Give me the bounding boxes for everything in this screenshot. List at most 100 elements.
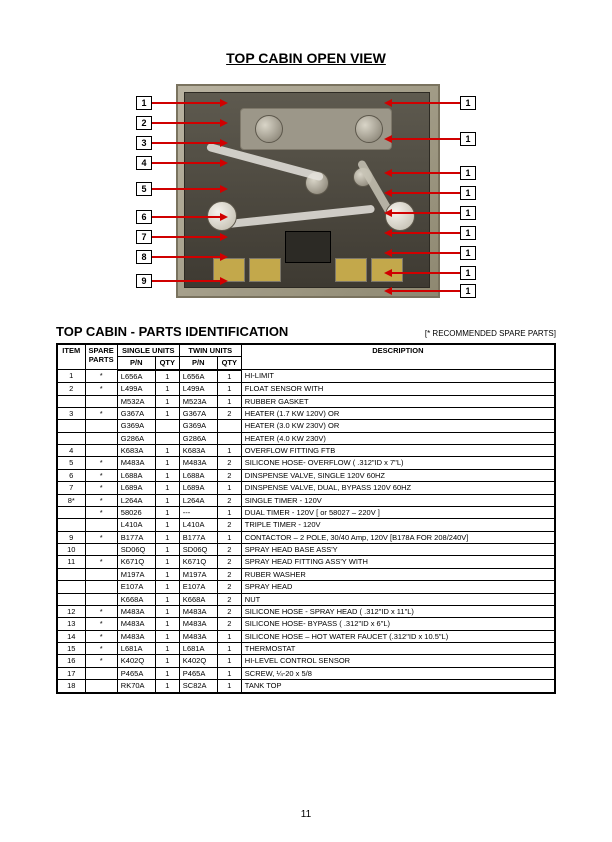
table-cell [85,445,117,457]
table-cell: 2 [217,407,241,419]
table-cell: 1 [155,568,179,580]
table-cell: 5 [57,457,85,469]
table-cell: CONTACTOR – 2 POLE, 30/40 Amp, 120V [B17… [241,531,555,543]
table-cell: 3 [57,407,85,419]
callout-right: 1 [390,186,476,200]
table-cell: * [85,407,117,419]
callout-right: 1 [390,284,476,298]
callout-right: 1 [390,132,476,146]
table-cell: 1 [217,395,241,407]
table-cell: M483A [117,457,155,469]
callout-box: 5 [136,182,152,196]
table-row: 11*K671Q1K671Q2SPRAY HEAD FITTING ASS'Y … [57,556,555,568]
th-pn: P/N [179,357,217,370]
exploded-figure: 123456789111111111 [136,84,476,294]
table-cell: 18 [57,680,85,693]
table-cell: HI-LEVEL CONTROL SENSOR [241,655,555,667]
table-cell: L656A [117,370,155,383]
callout-line [392,272,462,274]
callout-left: 3 [136,136,152,150]
table-cell: 1 [155,407,179,419]
table-cell: 6 [57,469,85,481]
callout-left: 5 [136,182,152,196]
table-cell: 16 [57,655,85,667]
parts-table: ITEM SPARE PARTS SINGLE UNITS TWIN UNITS… [56,343,556,694]
table-cell: * [85,605,117,617]
table-cell: * [85,494,117,506]
arrowhead-icon [220,99,228,107]
table-cell: G367A [117,407,155,419]
table-row: 5*M483A1M483A2SILICONE HOSE- OVERFLOW ( … [57,457,555,469]
callout-right: 1 [390,96,476,110]
table-cell: L688A [179,469,217,481]
th-spare: SPARE PARTS [85,344,117,370]
callout-box: 1 [460,166,476,180]
table-row: E107A1E107A2SPRAY HEAD [57,581,555,593]
th-pn: P/N [117,357,155,370]
table-cell: * [85,643,117,655]
table-cell: K668A [179,593,217,605]
table-cell: 1 [155,445,179,457]
component-circle [355,115,383,143]
table-cell: * [85,531,117,543]
table-cell: B177A [179,531,217,543]
table-cell: 1 [217,655,241,667]
table-cell: L689A [179,482,217,494]
table-cell: K683A [117,445,155,457]
table-cell: L499A [179,383,217,395]
callout-line [150,102,220,104]
callout-box: 1 [460,284,476,298]
callout-box: 9 [136,274,152,288]
table-cell: 4 [57,445,85,457]
table-cell: SILICONE HOSE- OVERFLOW ( .312"ID x 7"L) [241,457,555,469]
section-header-row: TOP CABIN - PARTS IDENTIFICATION [* RECO… [52,324,560,339]
table-cell: 10 [57,544,85,556]
table-cell: 2 [217,457,241,469]
page-title: TOP CABIN OPEN VIEW [0,50,612,66]
callout-left: 9 [136,274,152,288]
table-cell: 1 [155,457,179,469]
table-cell: FLOAT SENSOR WITH [241,383,555,395]
table-cell: 1 [155,630,179,642]
table-cell: K402Q [179,655,217,667]
th-twin: TWIN UNITS [179,344,241,357]
table-cell: L499A [117,383,155,395]
callout-line [392,138,462,140]
table-row: 17P465A1P465A1SCREW, ¼-20 x 5/8 [57,667,555,679]
table-cell: HEATER (3.0 KW 230V) OR [241,420,555,432]
table-cell: 1 [217,667,241,679]
table-cell: L410A [117,519,155,531]
table-cell: 9 [57,531,85,543]
table-cell: 2 [217,593,241,605]
table-cell [57,395,85,407]
callout-box: 1 [460,186,476,200]
table-cell: G367A [179,407,217,419]
table-cell: 2 [217,519,241,531]
arrowhead-icon [220,139,228,147]
arrowhead-icon [220,185,228,193]
callout-box: 3 [136,136,152,150]
callout-left: 1 [136,96,152,110]
callout-box: 2 [136,116,152,130]
table-row: 2*L499A1L499A1FLOAT SENSOR WITH [57,383,555,395]
callout-box: 7 [136,230,152,244]
callout-right: 1 [390,246,476,260]
th-item: ITEM [57,344,85,370]
timer-block [249,258,281,282]
table-cell [57,568,85,580]
table-cell: 1 [155,469,179,481]
timer-block [213,258,245,282]
table-cell: DINSPENSE VALVE, SINGLE 120V 60HZ [241,469,555,481]
arrowhead-icon [384,99,392,107]
table-cell: M483A [179,630,217,642]
timer-block [335,258,367,282]
table-cell: G286A [179,432,217,444]
callout-box: 1 [136,96,152,110]
th-desc: DESCRIPTION [241,344,555,370]
table-cell [85,667,117,679]
table-cell: 2 [217,494,241,506]
table-cell [217,432,241,444]
callout-line [392,172,462,174]
table-cell: 1 [155,581,179,593]
table-cell: M483A [117,605,155,617]
